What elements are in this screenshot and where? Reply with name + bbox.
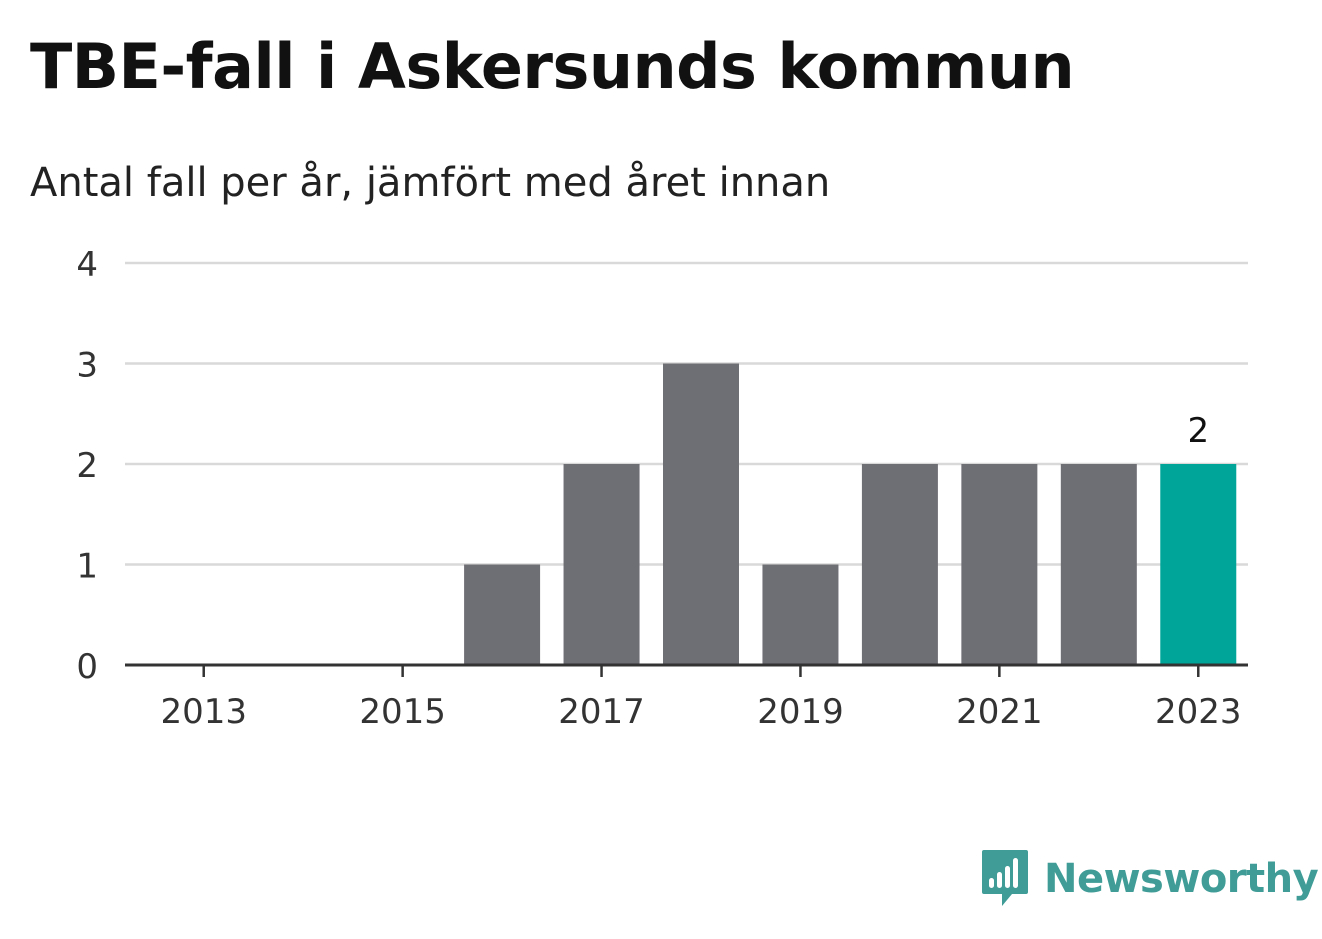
y-tick-label: 4	[76, 245, 98, 285]
bar	[464, 564, 541, 665]
brand-name: Newsworthy	[1044, 856, 1319, 902]
chart-title: TBE-fall i Askersunds kommun	[30, 30, 1075, 103]
y-tick-label: 0	[76, 647, 98, 687]
bar	[663, 363, 739, 665]
x-tick-label: 2015	[359, 692, 446, 732]
y-tick-label: 1	[76, 547, 98, 587]
axes	[125, 663, 1248, 677]
bar	[563, 464, 640, 665]
data-label: 2	[1187, 411, 1209, 451]
x-tick-label: 2017	[558, 692, 645, 732]
labels: 0 1 2 3 4 2 2013 2015 2017 2019 2021 2023	[76, 245, 1241, 732]
newsworthy-chart-bubble-icon	[982, 850, 1028, 906]
x-tick-label: 2013	[160, 692, 247, 732]
y-tick-label: 3	[76, 346, 98, 386]
chart-subtitle: Antal fall per år, jämfört med året inna…	[30, 160, 831, 206]
bar	[861, 464, 938, 665]
bars	[464, 363, 1237, 665]
newsworthy-logo: Newsworthy	[980, 848, 1319, 910]
y-tick-label: 2	[76, 446, 98, 486]
bar-highlight	[1160, 464, 1237, 665]
bar	[1060, 464, 1137, 665]
x-tick-label: 2023	[1155, 692, 1242, 732]
bar	[961, 464, 1038, 665]
x-tick-label: 2021	[956, 692, 1043, 732]
bar	[762, 564, 839, 665]
x-tick-label: 2019	[757, 692, 844, 732]
